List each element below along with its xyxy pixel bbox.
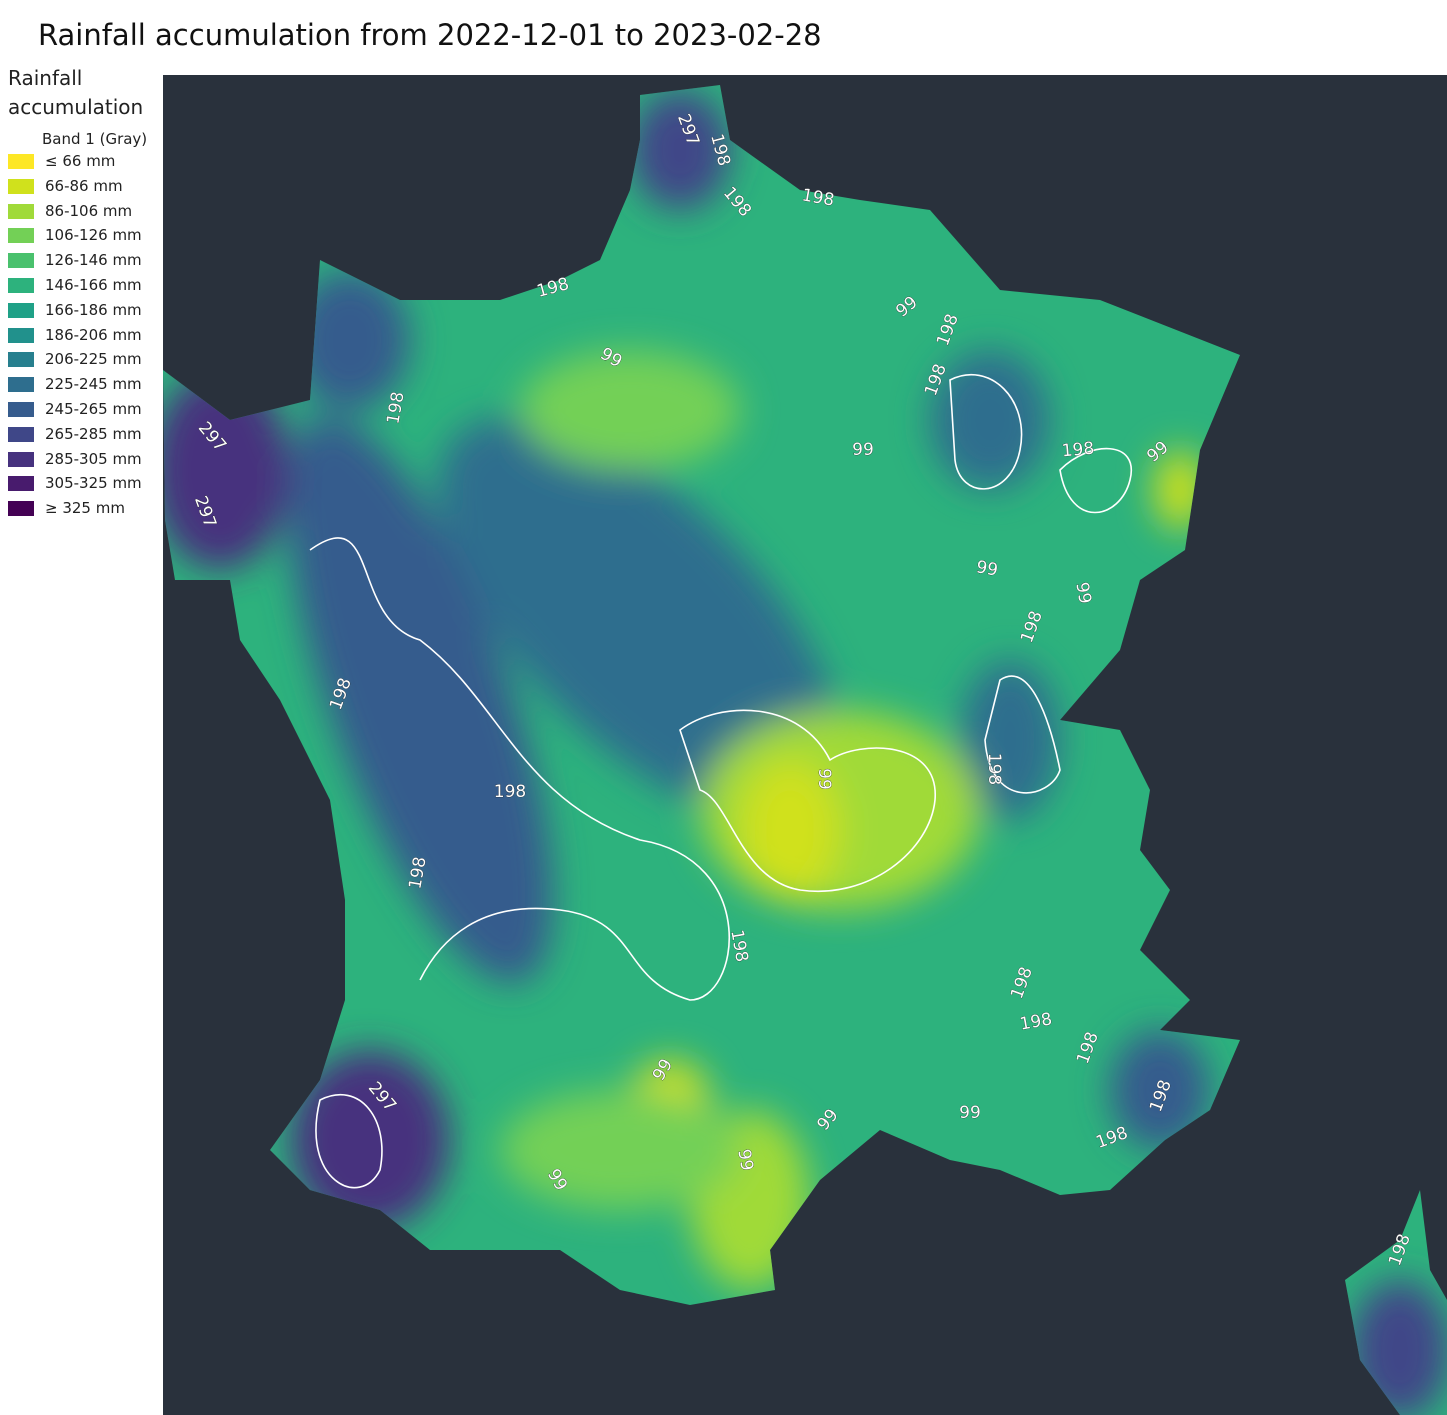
legend-label: 265-285 mm [45,424,142,443]
contour-label: 99 [852,440,874,460]
legend-swatch [8,228,34,244]
contour-label: 198 [1061,439,1095,462]
legend-swatch [8,501,34,517]
legend-swatch [8,302,34,318]
legend-label: 206-225 mm [45,350,142,369]
legend-swatch [8,451,34,467]
contour-label: 198 [383,390,408,425]
legend-label: 66-86 mm [45,176,123,195]
contour-label: 99 [733,1148,756,1173]
legend-label: 245-265 mm [45,400,142,418]
legend-label: ≥ 325 mm [45,499,125,518]
legend-label: 305-325 mm [45,474,142,493]
legend-label: 166-186 mm [45,300,142,319]
contour-label: 198 [494,782,526,802]
title: Rainfall accumulation from 2022-12-01 to… [38,18,822,52]
legend-swatch [8,278,34,293]
contour-label: 198 [800,185,835,210]
contour-label: 198 [726,928,751,963]
legend-label: ≤ 66 mm [45,152,116,170]
contour-label: 198 [984,753,1004,785]
legend-swatch [8,154,34,169]
legend-label: 146-166 mm [45,276,142,294]
legend-swatch [8,352,34,368]
legend-swatch [8,426,34,442]
contour-label: 99 [814,768,834,790]
legend-label: 106-126 mm [45,226,142,245]
contour-label: 99 [959,1103,981,1123]
legend-swatch [8,476,34,492]
contour-label: 99 [975,557,1000,580]
legend-band: Band 1 (Gray) [42,130,148,148]
legend-title: Rainfall accumulation [8,66,144,119]
legend-swatch [8,327,34,343]
legend-label: 186-206 mm [45,325,142,344]
legend: Rainfall accumulation Band 1 (Gray) ≤ 66… [0,60,163,522]
legend-swatch [8,178,34,194]
legend-swatch [8,253,34,269]
legend-swatch [8,377,34,393]
contour-label: 99 [1071,581,1094,606]
legend-label: 225-245 mm [45,375,142,394]
legend-label: 126-146 mm [45,251,142,270]
legend-label: 86-106 mm [45,201,133,220]
legend-swatch [8,203,34,219]
contour-label: 198 [1018,1009,1053,1034]
legend-label: 285-305 mm [45,449,142,468]
legend-swatch [8,402,34,417]
